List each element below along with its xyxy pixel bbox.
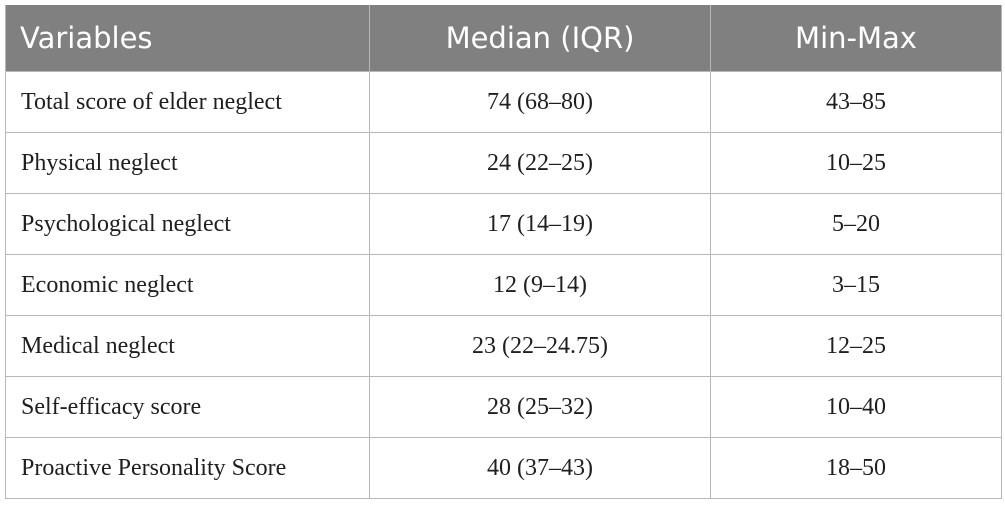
variable-cell: Self-efficacy score xyxy=(5,376,370,438)
median-iqr-cell: 12 (9–14) xyxy=(369,254,711,316)
median-iqr-cell: 40 (37–43) xyxy=(369,437,711,499)
table-row: Medical neglect 23 (22–24.75) 12–25 xyxy=(5,315,1002,377)
min-max-cell: 10–25 xyxy=(710,132,1002,194)
variable-cell: Physical neglect xyxy=(5,132,370,194)
median-iqr-cell: 28 (25–32) xyxy=(369,376,711,438)
table-row: Total score of elder neglect 74 (68–80) … xyxy=(5,71,1002,133)
variable-cell: Psychological neglect xyxy=(5,193,370,255)
variable-cell: Medical neglect xyxy=(5,315,370,377)
table-header: Variables Median (IQR) Min-Max xyxy=(5,5,1002,72)
table-row: Psychological neglect 17 (14–19) 5–20 xyxy=(5,193,1002,255)
variable-cell: Economic neglect xyxy=(5,254,370,316)
median-iqr-cell: 74 (68–80) xyxy=(369,71,711,133)
min-max-cell: 12–25 xyxy=(710,315,1002,377)
min-max-cell: 5–20 xyxy=(710,193,1002,255)
statistics-table: Variables Median (IQR) Min-Max Total sco… xyxy=(5,5,1002,499)
median-iqr-cell: 24 (22–25) xyxy=(369,132,711,194)
table-row: Economic neglect 12 (9–14) 3–15 xyxy=(5,254,1002,316)
min-max-cell: 43–85 xyxy=(710,71,1002,133)
min-max-cell: 10–40 xyxy=(710,376,1002,438)
median-iqr-cell: 23 (22–24.75) xyxy=(369,315,711,377)
header-variables: Variables xyxy=(5,5,370,72)
median-iqr-cell: 17 (14–19) xyxy=(369,193,711,255)
min-max-cell: 3–15 xyxy=(710,254,1002,316)
header-min-max: Min-Max xyxy=(710,5,1002,72)
min-max-cell: 18–50 xyxy=(710,437,1002,499)
header-row: Variables Median (IQR) Min-Max xyxy=(5,5,1002,72)
table-body: Total score of elder neglect 74 (68–80) … xyxy=(5,71,1002,499)
table-row: Self-efficacy score 28 (25–32) 10–40 xyxy=(5,376,1002,438)
variable-cell: Proactive Personality Score xyxy=(5,437,370,499)
table-row: Physical neglect 24 (22–25) 10–25 xyxy=(5,132,1002,194)
header-median-iqr: Median (IQR) xyxy=(369,5,711,72)
table-row: Proactive Personality Score 40 (37–43) 1… xyxy=(5,437,1002,499)
variable-cell: Total score of elder neglect xyxy=(5,71,370,133)
